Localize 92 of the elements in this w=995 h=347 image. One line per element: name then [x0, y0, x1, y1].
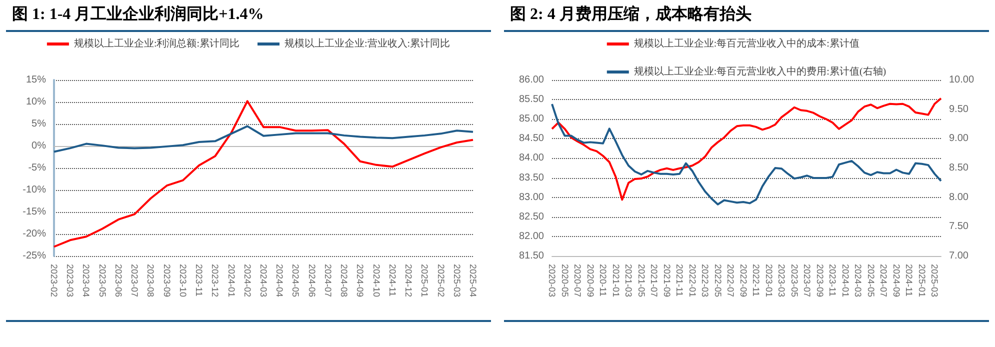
line-series: [53, 100, 474, 248]
x-tick-label: 2021-05: [636, 264, 646, 298]
legend-label: 规模以上工业企业:营业收入:累计同比: [284, 38, 450, 50]
x-tick-label: 2020-09: [585, 264, 596, 298]
x-tick-label: 2021-03: [624, 264, 634, 298]
x-tick-label: 2021-09: [662, 264, 672, 298]
x-tick-label: 2024-03: [853, 264, 864, 298]
x-tick-label: 2024-06: [306, 264, 317, 298]
x-tick-label: 2020-03: [547, 264, 557, 298]
x-tick-label: 2022-09: [738, 264, 748, 298]
x-tick-label: 2023-10: [178, 264, 188, 298]
x-tick-label: 2022-03: [700, 264, 710, 298]
x-tick-label: 2022-01: [687, 264, 698, 298]
x-tick-label: 2024-07: [322, 264, 333, 298]
x-tick-label: 2024-07: [878, 264, 889, 298]
y-tick-label: 84.00: [518, 152, 544, 164]
x-tick-label: 2023-09: [162, 264, 172, 298]
x-tick-label: 2025-04: [468, 264, 478, 298]
x-tick-label: 2022-07: [726, 264, 736, 298]
chart-title: 图 1: 1-4 月工业企业利润同比+1.4%: [11, 4, 265, 25]
x-tick-label: 2021-07: [649, 264, 660, 298]
x-tick-label: 2025-02: [436, 264, 446, 298]
y-tick-label: -15%: [22, 206, 46, 218]
x-tick-label: 2024-03: [258, 264, 268, 298]
x-tick-label: 2023-08: [146, 264, 156, 298]
legend-label: 规模以上工业企业:每百元营业收入中的成本:累计值: [634, 38, 860, 50]
x-tick-label: 2023-07: [130, 264, 140, 298]
x-tick-label: 2022-05: [712, 264, 723, 298]
y2-tick-label: 10.00: [949, 74, 974, 86]
y-tick-label: 85.50: [518, 94, 544, 106]
y-tick-label: 81.50: [518, 250, 544, 262]
y-tick-label: -5%: [28, 162, 46, 174]
y-tick-label: 10%: [26, 96, 46, 108]
x-tick-label: 2020-11: [598, 264, 608, 296]
x-tick-label: 2023-03: [65, 264, 76, 298]
x-tick-label: 2024-11: [904, 264, 914, 296]
x-tick-label: 2023-06: [113, 264, 124, 298]
x-tick-label: 2021-01: [610, 264, 621, 298]
y2-tick-label: 9.50: [949, 104, 969, 115]
x-tick-label: 2023-05: [789, 264, 800, 298]
x-tick-label: 2020-05: [560, 264, 570, 298]
x-tick-label: 2024-10: [371, 264, 382, 298]
x-tick-label: 2025-03: [930, 264, 940, 298]
x-tick-label: 2023-09: [814, 264, 825, 298]
x-tick-label: 2024-01: [840, 264, 850, 298]
y2-tick-label: 8.50: [949, 162, 969, 174]
x-tick-label: 2024-09: [355, 264, 366, 298]
x-tick-label: 2024-01: [226, 264, 236, 298]
line-series: [53, 125, 474, 153]
x-tick-label: 2023-05: [97, 264, 108, 298]
x-tick-label: 2025-01: [916, 264, 927, 298]
x-tick-label: 2025-01: [420, 264, 430, 298]
x-tick-label: 2020-07: [572, 264, 583, 298]
x-tick-label: 2024-09: [891, 264, 902, 298]
legend-label: 规模以上工业企业:利润总额:累计同比: [74, 38, 240, 50]
x-tick-label: 2023-12: [210, 264, 220, 298]
x-tick-label: 2023-07: [802, 264, 812, 298]
y-tick-label: 5%: [32, 118, 46, 130]
x-tick-label: 2022-11: [751, 264, 762, 296]
x-tick-label: 2023-01: [764, 264, 774, 298]
x-tick-label: 2023-11: [828, 264, 838, 296]
x-tick-label: 2024-04: [274, 264, 285, 298]
x-tick-label: 2023-03: [776, 264, 787, 298]
x-tick-label: 2024-11: [387, 264, 398, 296]
y-tick-label: 84.50: [518, 133, 544, 144]
x-tick-label: 2025-03: [452, 264, 462, 298]
x-tick-label: 2024-02: [242, 264, 252, 298]
y2-tick-label: 7.00: [949, 250, 969, 262]
x-tick-label: 2024-08: [339, 264, 350, 298]
y2-tick-label: 7.50: [949, 221, 969, 232]
y-tick-label: 83.00: [518, 192, 544, 203]
y-tick-label: -20%: [22, 228, 46, 240]
x-tick-label: 2023-11: [194, 264, 204, 296]
chart-title: 图 2: 4 月费用压缩，成本略有抬头: [509, 4, 752, 25]
x-tick-label: 2023-02: [49, 264, 59, 298]
y-tick-label: 0%: [32, 140, 46, 152]
x-tick-label: 2024-05: [866, 264, 876, 298]
y2-tick-label: 9.00: [949, 133, 969, 144]
y-tick-label: 85.00: [518, 114, 544, 125]
x-tick-label: 2023-04: [81, 264, 92, 298]
x-tick-label: 2024-05: [290, 264, 301, 298]
y-tick-label: 82.00: [518, 230, 544, 242]
y-tick-label: -10%: [22, 184, 46, 196]
y2-tick-label: 8.00: [949, 192, 969, 203]
y-tick-label: 83.50: [518, 172, 544, 184]
y-tick-label: 86.00: [518, 74, 544, 86]
y-tick-label: 82.50: [518, 211, 544, 222]
legend-label: 规模以上工业企业:每百元营业收入中的费用:累计值(右轴): [634, 66, 886, 78]
y-tick-label: 15%: [26, 74, 46, 86]
x-tick-label: 2021-11: [674, 264, 685, 296]
x-tick-label: 2024-12: [404, 264, 414, 298]
y-tick-label: -25%: [22, 250, 46, 262]
